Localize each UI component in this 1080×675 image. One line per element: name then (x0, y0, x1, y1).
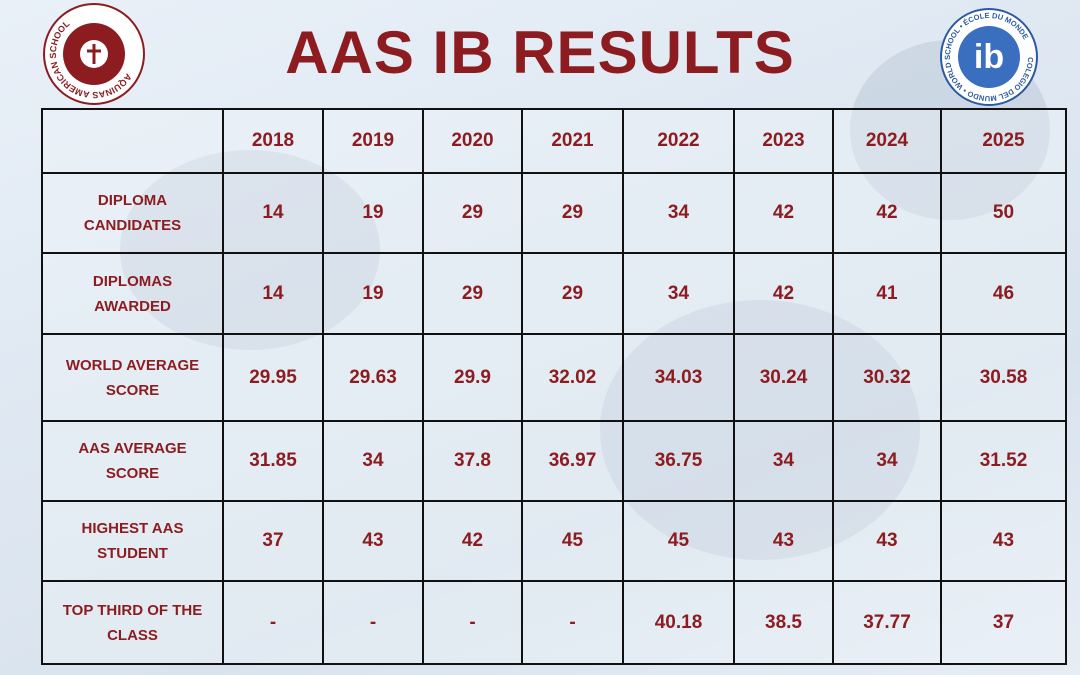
value-cell: 50 (940, 172, 1067, 254)
value-cell: - (422, 580, 523, 665)
value-cell: 42 (733, 172, 834, 254)
value-cell: 30.58 (940, 333, 1067, 422)
year-header: 2025 (940, 108, 1067, 174)
results-table: 2018 2019 2020 2021 2022 2023 2024 2025 DIPLOMA … (41, 108, 1067, 665)
value-cell: 43 (832, 500, 942, 582)
row-label-cell: DIPLOMA CANDIDATES (41, 172, 224, 254)
value-cell: 40.18 (622, 580, 735, 665)
value-cell: 19 (322, 252, 424, 335)
year-header: 2024 (832, 108, 942, 174)
value-cell: 29.63 (322, 333, 424, 422)
value-cell: 37 (940, 580, 1067, 665)
value-cell: 34 (322, 420, 424, 502)
logo-emblem (958, 26, 1020, 88)
value-cell: 36.97 (521, 420, 624, 502)
value-cell: 37.8 (422, 420, 523, 502)
corner-cell (41, 108, 224, 174)
value-cell: 29 (422, 252, 523, 335)
value-cell: 30.32 (832, 333, 942, 422)
row-label-cell: AAS AVERAGE SCORE (41, 420, 224, 502)
data-row: AAS AVERAGE SCORE 31.85 34 37.8 36.97 36.75 34… (41, 420, 1067, 502)
row-label: AAS AVERAGE SCORE (78, 440, 187, 482)
value-cell: 29 (521, 252, 624, 335)
data-row: HIGHEST AAS STUDENT 37 43 42 45 45 43 43 43 (41, 500, 1067, 582)
value-cell: 34 (622, 172, 735, 254)
year-header: 2018 (222, 108, 324, 174)
row-label: WORLD AVERAGE SCORE (65, 356, 200, 399)
row-label-cell: WORLD AVERAGE SCORE (41, 333, 224, 422)
value-cell: 45 (622, 500, 735, 582)
value-cell: 14 (222, 172, 324, 254)
logo-cross (87, 44, 101, 64)
value-cell: 34.03 (622, 333, 735, 422)
header-row: 2018 2019 2020 2021 2022 2023 2024 2025 (41, 108, 1067, 174)
value-cell: 31.52 (940, 420, 1067, 502)
year-header: 2020 (422, 108, 523, 174)
value-cell: 29 (521, 172, 624, 254)
row-label: TOP THIRD OF THE CLASS (62, 601, 203, 644)
value-cell: 42 (733, 252, 834, 335)
value-cell: 42 (832, 172, 942, 254)
row-label: DIPLOMA CANDIDATES (83, 192, 182, 234)
right-logo: ib COLEGIO DEL MUNDO • WORLD SCHOOL • ÉC… (940, 8, 1038, 106)
value-cell: 43 (940, 500, 1067, 582)
value-cell: 29.9 (422, 333, 523, 422)
row-label-cell: HIGHEST AAS STUDENT (41, 500, 224, 582)
value-cell: - (222, 580, 324, 665)
value-cell: 34 (622, 252, 735, 335)
data-row: DIPLOMA CANDIDATES 14 19 29 29 34 42 42 50 (41, 172, 1067, 254)
row-label: HIGHEST AAS STUDENT (81, 520, 184, 562)
value-cell: 29.95 (222, 333, 324, 422)
data-row: TOP THIRD OF THE CLASS - - - -40.18 38.5 37.77… (41, 580, 1067, 665)
value-cell: 30.24 (733, 333, 834, 422)
year-header: 2022 (622, 108, 735, 174)
year-header: 2019 (322, 108, 424, 174)
value-cell: 43 (733, 500, 834, 582)
value-cell: 38.5 (733, 580, 834, 665)
value-cell: 34 (832, 420, 942, 502)
value-cell: 36.75 (622, 420, 735, 502)
value-cell: - (521, 580, 624, 665)
page-title: AAS IB RESULTS (285, 19, 795, 86)
value-cell: 42 (422, 500, 523, 582)
value-cell: 37.77 (832, 580, 942, 665)
value-cell: 32.02 (521, 333, 624, 422)
data-row: WORLD AVERAGE SCORE 29.95 29.63 29.9 32.02 34… (41, 333, 1067, 422)
year-header: 2021 (521, 108, 624, 174)
left-logo: AQUINAS AMERICAN SCHOOL (43, 3, 145, 105)
row-label-cell: DIPLOMAS AWARDED (41, 252, 224, 335)
data-row: DIPLOMAS AWARDED 14 19 29 29 34 42 41 46 (41, 252, 1067, 335)
value-cell: 45 (521, 500, 624, 582)
year-header: 2023 (733, 108, 834, 174)
value-cell: - (322, 580, 424, 665)
value-cell: 41 (832, 252, 942, 335)
value-cell: 19 (322, 172, 424, 254)
value-cell: 31.85 (222, 420, 324, 502)
value-cell: 43 (322, 500, 424, 582)
row-label: DIPLOMAS AWARDED (92, 272, 173, 315)
value-cell: 29 (422, 172, 523, 254)
row-label-cell: TOP THIRD OF THE CLASS (41, 580, 224, 665)
value-cell: 34 (733, 420, 834, 502)
logo-mark: ib (974, 38, 1004, 76)
value-cell: 37 (222, 500, 324, 582)
value-cell: 14 (222, 252, 324, 335)
value-cell: 46 (940, 252, 1067, 335)
